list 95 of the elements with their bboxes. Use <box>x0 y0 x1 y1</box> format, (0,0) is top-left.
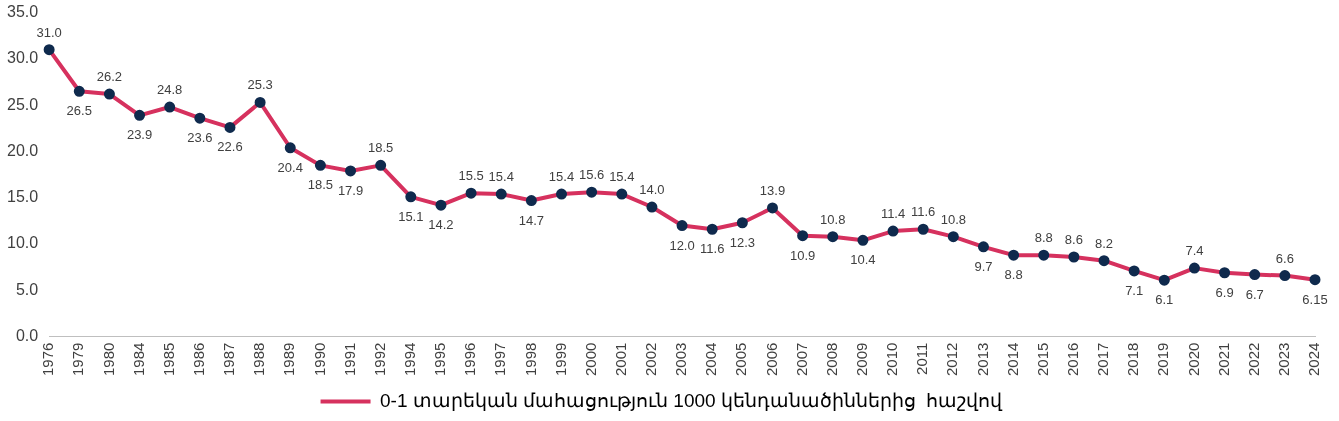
data-label: 25.3 <box>247 77 273 93</box>
data-label: 6.7 <box>1245 286 1264 302</box>
x-tick-label: 2019 <box>1154 342 1172 377</box>
x-tick-label: 1984 <box>129 342 147 377</box>
x-tick-label: 1995 <box>431 342 449 377</box>
x-tick-label: 2018 <box>1124 342 1142 377</box>
x-tick-label: 2022 <box>1244 342 1262 377</box>
x-tick-label: 2024 <box>1305 342 1323 377</box>
x-tick-label: 1986 <box>189 342 207 377</box>
y-tick-label: 35.0 <box>7 3 39 21</box>
data-label: 11.6 <box>911 204 936 220</box>
data-label: 7.4 <box>1185 243 1204 259</box>
data-label: 26.5 <box>66 103 92 119</box>
x-tick-label: 1999 <box>551 342 569 377</box>
data-label: 15.4 <box>609 169 635 185</box>
data-label: 15.5 <box>458 168 484 184</box>
x-tick-label: 1996 <box>461 342 479 377</box>
data-label: 12.0 <box>669 237 695 253</box>
data-label: 17.9 <box>337 182 364 198</box>
x-tick-label: 2003 <box>672 342 690 377</box>
y-tick-label: 5.0 <box>15 280 39 298</box>
data-label: 22.6 <box>217 139 243 155</box>
data-label: 12.3 <box>729 234 756 250</box>
data-label: 23.9 <box>126 127 153 143</box>
data-label: 14.2 <box>428 217 454 233</box>
x-tick-label: 1994 <box>400 342 418 377</box>
x-tick-label: 2020 <box>1184 342 1202 377</box>
data-label: 7.1 <box>1125 282 1144 298</box>
x-tick-label: 2005 <box>732 342 750 377</box>
data-label: 9.7 <box>974 258 993 274</box>
data-label: 6.1 <box>1155 292 1174 308</box>
x-tick-label: 2009 <box>853 342 871 377</box>
y-tick-label: 0.0 <box>15 327 39 345</box>
data-label: 6.6 <box>1275 250 1294 266</box>
x-tick-label: 2001 <box>611 342 629 377</box>
x-tick-label: 1990 <box>310 342 328 377</box>
data-label: 6.15 <box>1302 291 1328 307</box>
x-tick-label: 1980 <box>99 342 117 377</box>
x-tick-label: 1997 <box>491 342 509 377</box>
x-tick-label: 2004 <box>702 342 720 377</box>
x-tick-label: 2015 <box>1033 342 1051 377</box>
y-tick-label: 30.0 <box>7 49 39 67</box>
data-label: 15.6 <box>579 167 605 183</box>
x-tick-label: 2006 <box>762 342 780 377</box>
y-tick-label: 25.0 <box>7 95 39 113</box>
data-label: 23.6 <box>187 130 213 146</box>
y-tick-label: 20.0 <box>7 141 39 159</box>
data-label: 20.4 <box>277 159 303 175</box>
x-tick-label: 2012 <box>943 342 961 377</box>
data-label: 8.8 <box>1034 230 1053 246</box>
x-tick-label: 1976 <box>39 342 57 377</box>
x-tick-label: 1985 <box>159 342 177 377</box>
data-label: 15.4 <box>488 169 514 185</box>
data-label: 10.8 <box>820 211 846 227</box>
x-tick-label: 2023 <box>1275 342 1292 377</box>
data-label: 18.5 <box>307 177 334 193</box>
x-tick-label: 2021 <box>1214 342 1232 377</box>
data-label: 10.8 <box>940 211 966 227</box>
data-label: 8.6 <box>1064 232 1083 248</box>
y-tick-label: 10.0 <box>7 234 39 252</box>
x-tick-label: 2007 <box>792 342 810 377</box>
data-label: 18.5 <box>368 140 394 156</box>
y-tick-label: 15.0 <box>7 188 39 206</box>
data-label: 13.9 <box>759 183 786 199</box>
data-label: 8.8 <box>1004 267 1023 283</box>
data-label: 11.4 <box>880 206 906 222</box>
x-tick-label: 1992 <box>370 342 388 377</box>
x-tick-label: 2002 <box>642 342 660 377</box>
data-label: 6.9 <box>1215 284 1234 300</box>
x-tick-label: 2016 <box>1064 342 1082 377</box>
x-tick-label: 2010 <box>883 342 901 377</box>
data-label: 10.4 <box>850 252 876 268</box>
data-label: 24.8 <box>157 82 183 98</box>
x-tick-label: 2008 <box>822 342 840 377</box>
data-label: 15.4 <box>548 169 575 185</box>
x-tick-label: 2017 <box>1094 342 1112 377</box>
x-tick-label: 2013 <box>973 342 991 377</box>
data-label: 8.2 <box>1094 235 1114 251</box>
x-tick-label: 1988 <box>250 342 268 377</box>
data-label: 14.0 <box>639 182 665 198</box>
x-tick-label: 1991 <box>340 342 358 377</box>
x-tick-label: 1998 <box>521 342 539 377</box>
x-tick-label: 1987 <box>220 342 238 377</box>
data-label: 14.7 <box>518 212 545 228</box>
data-label: 15.1 <box>398 208 424 224</box>
x-tick-label: 2014 <box>1003 342 1021 377</box>
legend-label: 0-1 տարեկան մահացություն 1000 կենդանածիններից հաշվով <box>380 389 1004 411</box>
data-label: 10.9 <box>789 247 816 263</box>
x-tick-label: 1989 <box>280 342 298 377</box>
x-tick-label: 2000 <box>581 342 599 377</box>
x-tick-label: 1979 <box>69 342 87 377</box>
data-label: 11.6 <box>700 241 725 257</box>
data-label: 26.2 <box>96 69 123 85</box>
data-label: 31.0 <box>36 24 62 40</box>
x-tick-label: 2011 <box>913 342 931 375</box>
